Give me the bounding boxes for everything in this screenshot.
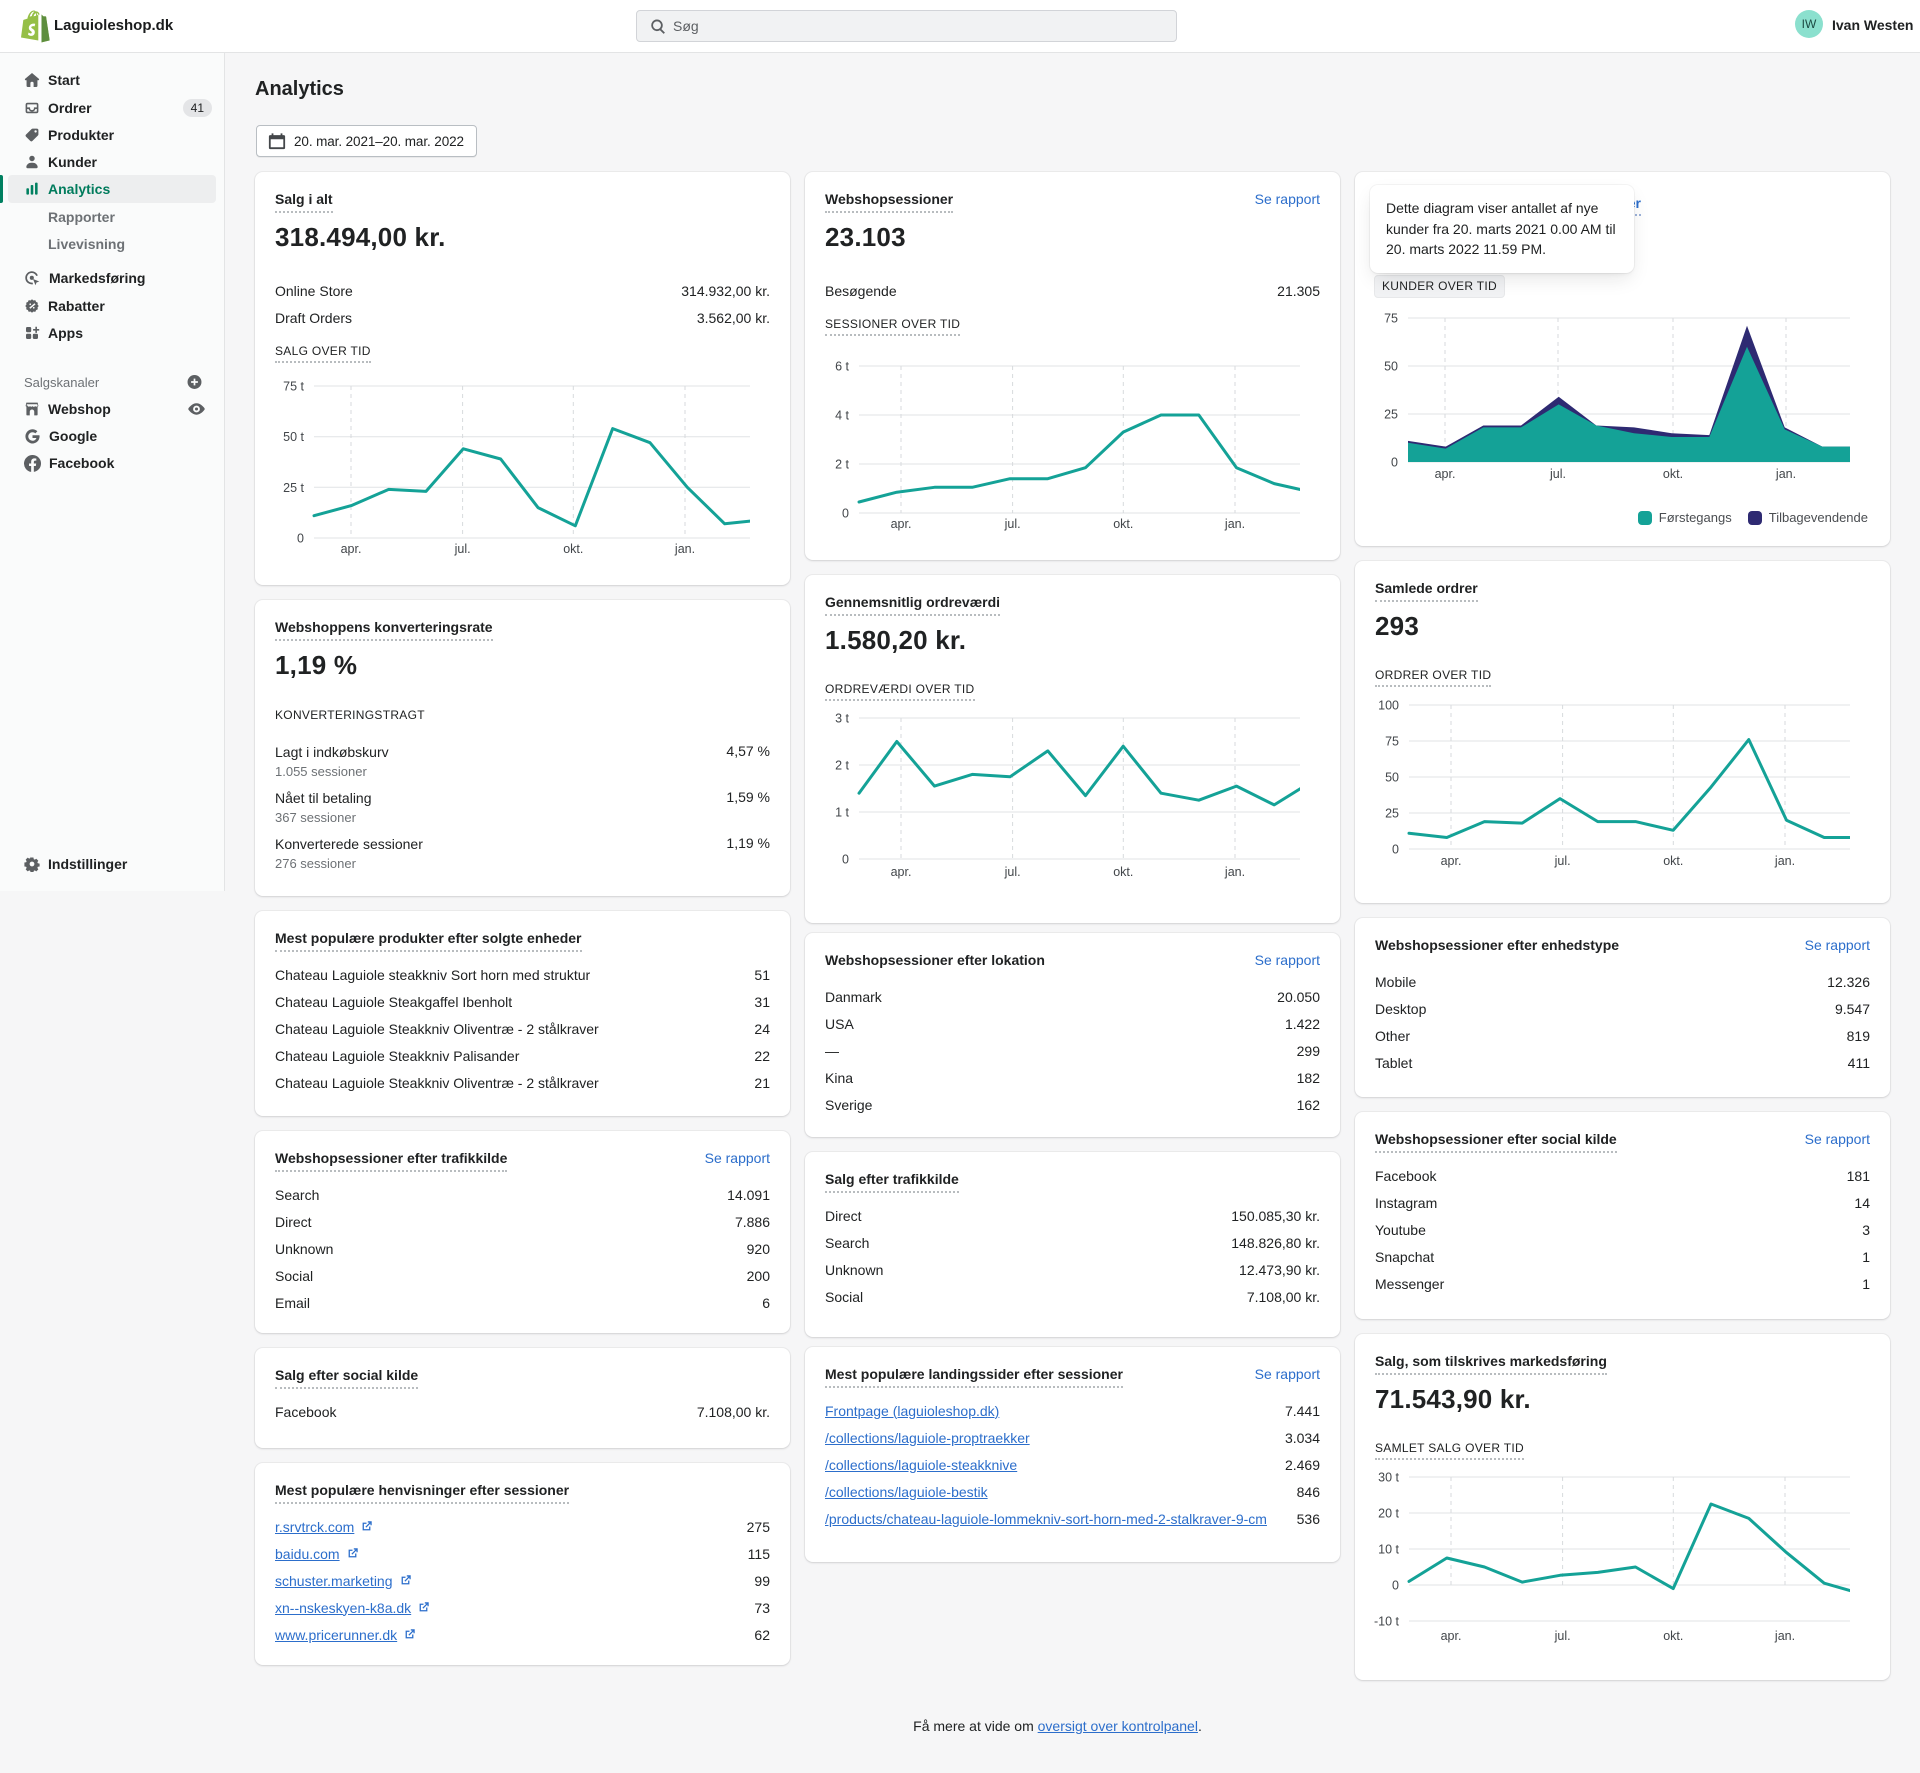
svg-text:0: 0 [1392,843,1399,857]
svg-text:okt.: okt. [1663,854,1683,868]
svg-text:okt.: okt. [1663,467,1683,481]
svg-text:okt.: okt. [1113,865,1133,879]
svg-text:75: 75 [1385,735,1399,749]
svg-text:0: 0 [1391,456,1398,470]
svg-text:50: 50 [1384,360,1398,374]
svg-text:jan.: jan. [1775,467,1796,481]
svg-text:25 t: 25 t [283,481,304,495]
svg-text:apr.: apr. [891,517,912,531]
svg-text:2 t: 2 t [835,458,849,472]
svg-text:jan.: jan. [674,542,695,556]
svg-text:jul.: jul. [1004,517,1021,531]
svg-text:10 t: 10 t [1378,1543,1399,1557]
svg-text:0: 0 [297,532,304,546]
svg-text:50: 50 [1385,771,1399,785]
svg-text:jul.: jul. [1554,1629,1571,1643]
svg-text:0: 0 [842,853,849,867]
svg-text:okt.: okt. [1663,1629,1683,1643]
svg-text:apr.: apr. [891,865,912,879]
svg-text:25: 25 [1385,807,1399,821]
svg-text:75: 75 [1384,312,1398,326]
svg-text:jan.: jan. [1774,854,1795,868]
svg-text:-10 t: -10 t [1374,1615,1400,1629]
svg-text:25: 25 [1384,408,1398,422]
svg-text:jul.: jul. [1554,854,1571,868]
svg-text:jul.: jul. [454,542,471,556]
svg-text:jan.: jan. [1224,517,1245,531]
svg-text:apr.: apr. [1441,1629,1462,1643]
svg-text:4 t: 4 t [835,409,849,423]
svg-text:1 t: 1 t [835,806,849,820]
svg-text:30 t: 30 t [1378,1471,1399,1485]
svg-text:okt.: okt. [563,542,583,556]
svg-text:50 t: 50 t [283,430,304,444]
svg-text:okt.: okt. [1113,517,1133,531]
svg-text:2 t: 2 t [835,759,849,773]
svg-text:0: 0 [842,507,849,521]
svg-text:jul.: jul. [1004,865,1021,879]
svg-text:6 t: 6 t [835,360,849,374]
svg-text:jan.: jan. [1774,1629,1795,1643]
svg-text:apr.: apr. [1441,854,1462,868]
svg-text:apr.: apr. [1435,467,1456,481]
svg-text:75 t: 75 t [283,380,304,394]
svg-text:jan.: jan. [1224,865,1245,879]
svg-text:100: 100 [1378,699,1399,713]
svg-text:jul.: jul. [1549,467,1566,481]
svg-text:3 t: 3 t [835,712,849,726]
svg-text:0: 0 [1392,1579,1399,1593]
svg-text:apr.: apr. [341,542,362,556]
svg-text:20 t: 20 t [1378,1507,1399,1521]
